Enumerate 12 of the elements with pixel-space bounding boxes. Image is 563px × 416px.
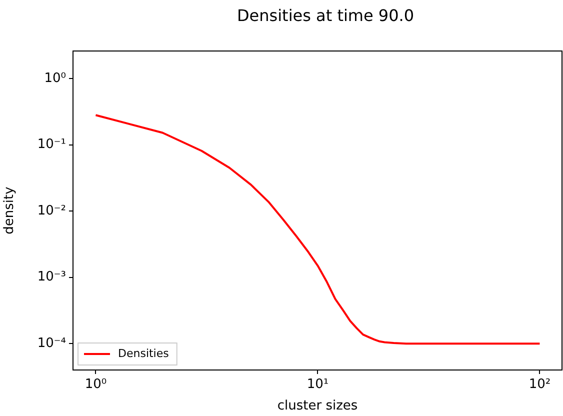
- x-tick-label: 10²: [528, 377, 551, 392]
- y-tick-label: 10⁻³: [37, 270, 66, 285]
- x-axis-title: cluster sizes: [277, 398, 358, 414]
- chart-title: Densities at time 90.0: [236, 6, 414, 26]
- legend-label: Densities: [118, 346, 170, 360]
- y-tick-label: 10⁻²: [37, 203, 66, 218]
- y-axis-title: density: [2, 186, 18, 234]
- y-tick-label: 10⁰: [44, 70, 66, 86]
- y-tick-label: 10⁻¹: [37, 137, 66, 152]
- x-tick-label: 10⁰: [84, 377, 107, 392]
- x-tick-label: 10¹: [306, 377, 329, 392]
- y-tick-label: 10⁻⁴: [37, 336, 66, 351]
